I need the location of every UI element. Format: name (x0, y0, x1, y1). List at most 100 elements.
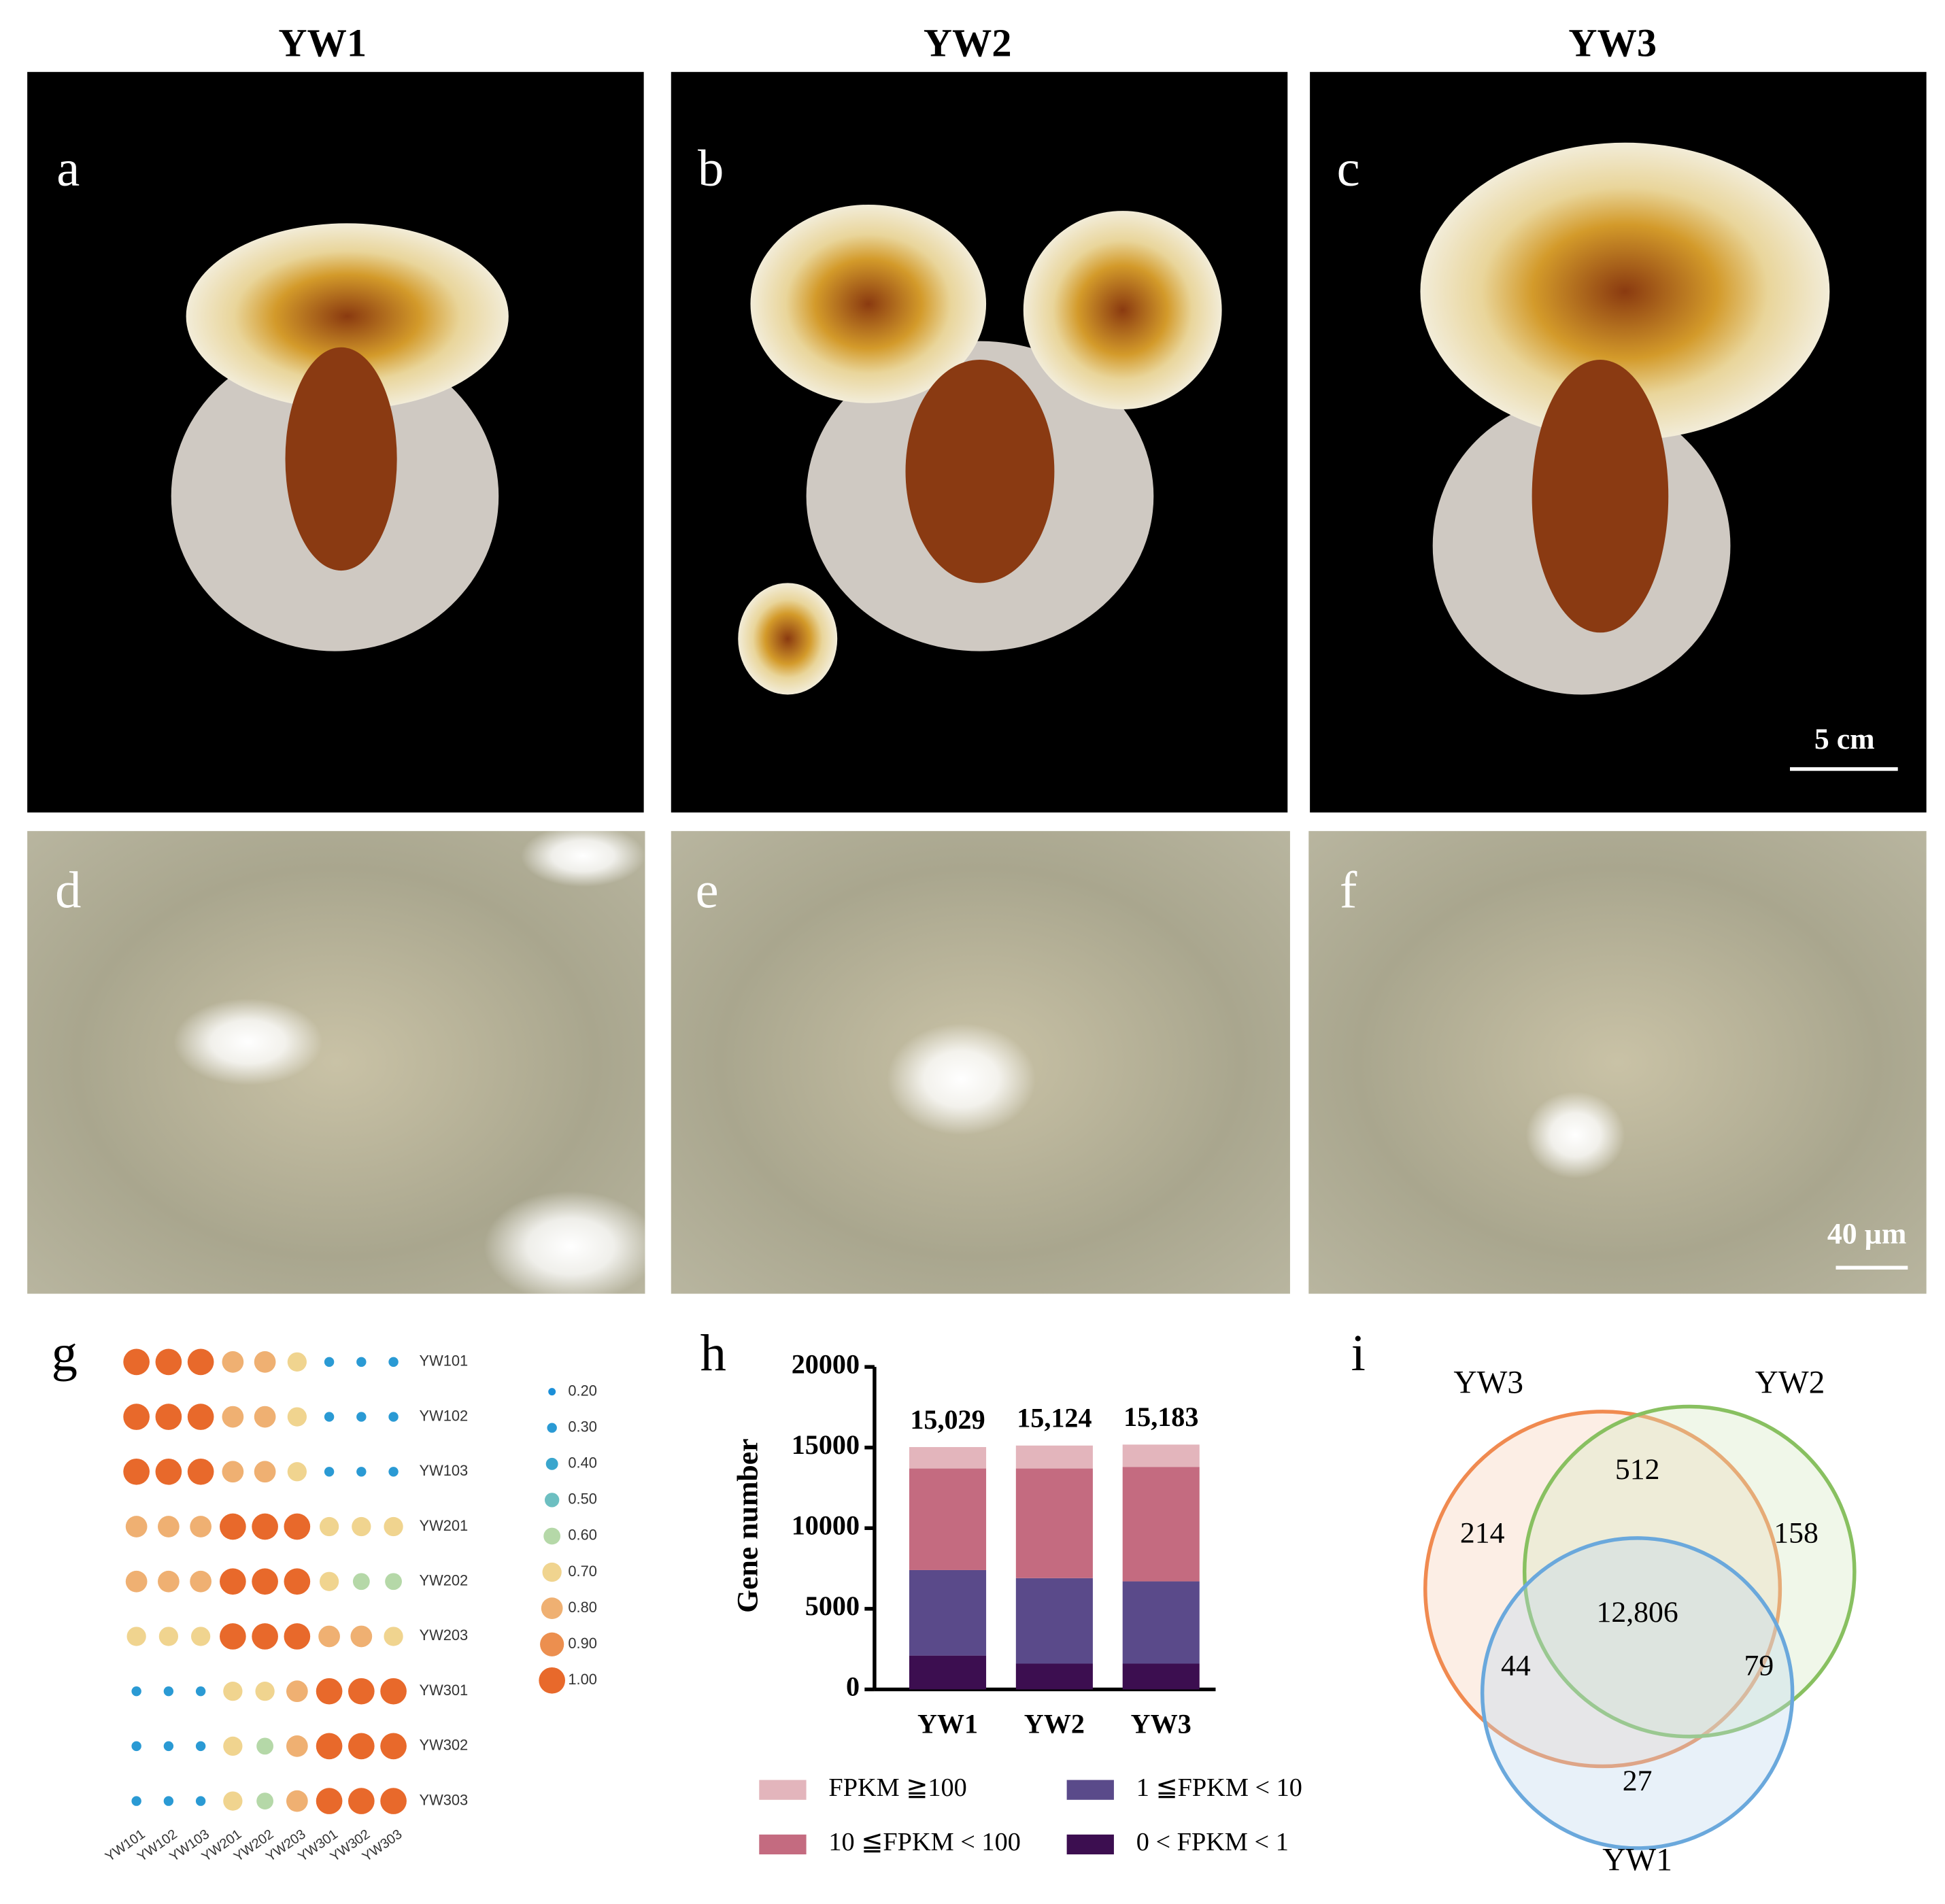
dot (220, 1513, 246, 1540)
region-count: 512 (1615, 1453, 1660, 1486)
x-tick-label: YW2 (1024, 1708, 1085, 1739)
dot (356, 1357, 367, 1367)
set-label: YW1 (1602, 1843, 1672, 1878)
dot (287, 1352, 307, 1372)
dot (190, 1570, 212, 1593)
bar-segment (909, 1447, 987, 1469)
legend-label: 0.30 (568, 1418, 597, 1435)
dot (163, 1741, 174, 1752)
row-label: YW203 (420, 1627, 469, 1644)
row-label: YW202 (420, 1572, 469, 1589)
cap (738, 583, 838, 695)
dot (284, 1623, 311, 1650)
dot (158, 1570, 180, 1593)
bar-segment (1015, 1445, 1093, 1469)
dot (158, 1627, 179, 1646)
dot (223, 1682, 243, 1701)
dot (324, 1412, 335, 1422)
dot (190, 1627, 211, 1646)
dot (155, 1458, 182, 1485)
dot (286, 1735, 308, 1757)
dot (380, 1733, 407, 1760)
dot (255, 1682, 275, 1701)
panel-letter: i (1351, 1324, 1366, 1382)
legend-label: 0.90 (568, 1635, 597, 1652)
row-label: YW101 (420, 1353, 469, 1370)
dot (252, 1513, 278, 1540)
venn-circle (1522, 1404, 1857, 1739)
bar-segment (1122, 1444, 1200, 1467)
column-header: YW1 (278, 21, 367, 65)
glow (1525, 1091, 1625, 1178)
panel-letter: c (1337, 139, 1360, 197)
dot (222, 1350, 244, 1373)
legend-dot (545, 1493, 560, 1508)
dot (324, 1357, 335, 1367)
region-count: 158 (1774, 1516, 1819, 1549)
y-tick-label: 20000 (792, 1348, 860, 1379)
dot (163, 1686, 174, 1697)
dot (287, 1407, 307, 1427)
dot (316, 1788, 343, 1814)
column-header: YW3 (1568, 21, 1657, 65)
dot (356, 1412, 367, 1422)
dot (223, 1736, 243, 1756)
dot (220, 1568, 246, 1595)
legend-label: 0.60 (568, 1527, 597, 1544)
dot (222, 1461, 244, 1483)
bar-segment (909, 1569, 987, 1656)
y-tick-label: 15000 (792, 1429, 860, 1460)
glow (887, 1023, 1036, 1136)
legend-label: 10 ≦FPKM < 100 (828, 1828, 1020, 1856)
dot (254, 1350, 276, 1373)
total-label: 15,124 (1017, 1403, 1092, 1433)
dot (195, 1796, 206, 1806)
legend-dot (545, 1457, 558, 1470)
legend-dot (540, 1632, 564, 1656)
total-label: 15,029 (910, 1404, 985, 1435)
dot (319, 1516, 339, 1537)
legend-label: 1.00 (568, 1671, 597, 1688)
dot (187, 1404, 214, 1430)
dot (380, 1678, 407, 1705)
bar-segment (1015, 1663, 1093, 1690)
legend-dot (541, 1597, 563, 1620)
dot (256, 1737, 274, 1755)
row-label: YW102 (420, 1407, 469, 1424)
dot (385, 1573, 402, 1591)
panel-letter: g (52, 1324, 78, 1382)
dot (316, 1733, 343, 1760)
dot (123, 1458, 150, 1485)
dot (350, 1625, 373, 1648)
dot (195, 1741, 206, 1752)
y-tick-label: 10000 (792, 1510, 860, 1540)
dot (286, 1680, 308, 1703)
cap (1023, 211, 1222, 409)
dot (220, 1623, 246, 1650)
dot (125, 1516, 148, 1537)
dot (380, 1788, 407, 1814)
dot (187, 1348, 214, 1376)
bar-segment (909, 1655, 987, 1690)
bar-segment (1122, 1581, 1200, 1664)
region-count: 44 (1501, 1649, 1531, 1682)
legend-swatch (1066, 1834, 1114, 1855)
y-tick-label: 0 (846, 1671, 860, 1702)
dot (125, 1570, 148, 1593)
dot (123, 1348, 150, 1376)
venn-circle (1480, 1536, 1795, 1850)
bar-segment (1122, 1663, 1200, 1690)
dot (163, 1796, 174, 1806)
dot (356, 1467, 367, 1477)
bar-segment (1015, 1468, 1093, 1578)
dot (222, 1406, 244, 1428)
legend-dot (542, 1562, 562, 1582)
dot (195, 1686, 206, 1697)
panel-letter: b (698, 139, 724, 197)
dot (131, 1796, 141, 1806)
glow (484, 1191, 658, 1303)
panel-letter: h (700, 1324, 726, 1382)
dot (190, 1516, 212, 1537)
